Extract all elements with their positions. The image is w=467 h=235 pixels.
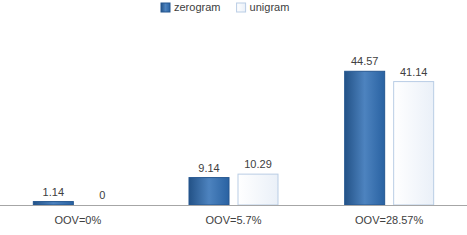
- data-label: 9.14: [198, 162, 219, 174]
- legend-label: zerogram: [174, 1, 220, 13]
- data-label: 44.57: [351, 55, 379, 67]
- data-label: 41.14: [400, 66, 428, 78]
- x-axis: [0, 205, 467, 206]
- labels: 1.14 9.14 44.57 0 10.29 41.14: [43, 55, 428, 201]
- data-label: 10.29: [244, 158, 272, 170]
- legend-swatch: [237, 3, 246, 12]
- legend: zerogram unigram: [161, 1, 289, 13]
- category-label: OOV=0%: [54, 214, 101, 226]
- legend-swatch: [161, 3, 170, 12]
- bar: [394, 82, 434, 205]
- category-label: OOV=5.7%: [206, 214, 262, 226]
- bar: [189, 178, 229, 205]
- chart-svg: 1.14 9.14 44.57 0 10.29 41.14 OOV=0% OOV=5.7% OO…: [0, 0, 467, 235]
- data-label: 1.14: [43, 186, 64, 198]
- data-label: 0: [99, 189, 105, 201]
- legend-label: unigram: [250, 1, 290, 13]
- category-label: OOV=28.57%: [355, 214, 423, 226]
- chart-root: 1.14 9.14 44.57 0 10.29 41.14 OOV=0% OOV=5.7% OO…: [0, 0, 467, 235]
- bar: [238, 174, 278, 205]
- bar: [33, 202, 73, 205]
- bars: [33, 71, 433, 205]
- bar: [345, 71, 385, 205]
- bar: [82, 205, 122, 206]
